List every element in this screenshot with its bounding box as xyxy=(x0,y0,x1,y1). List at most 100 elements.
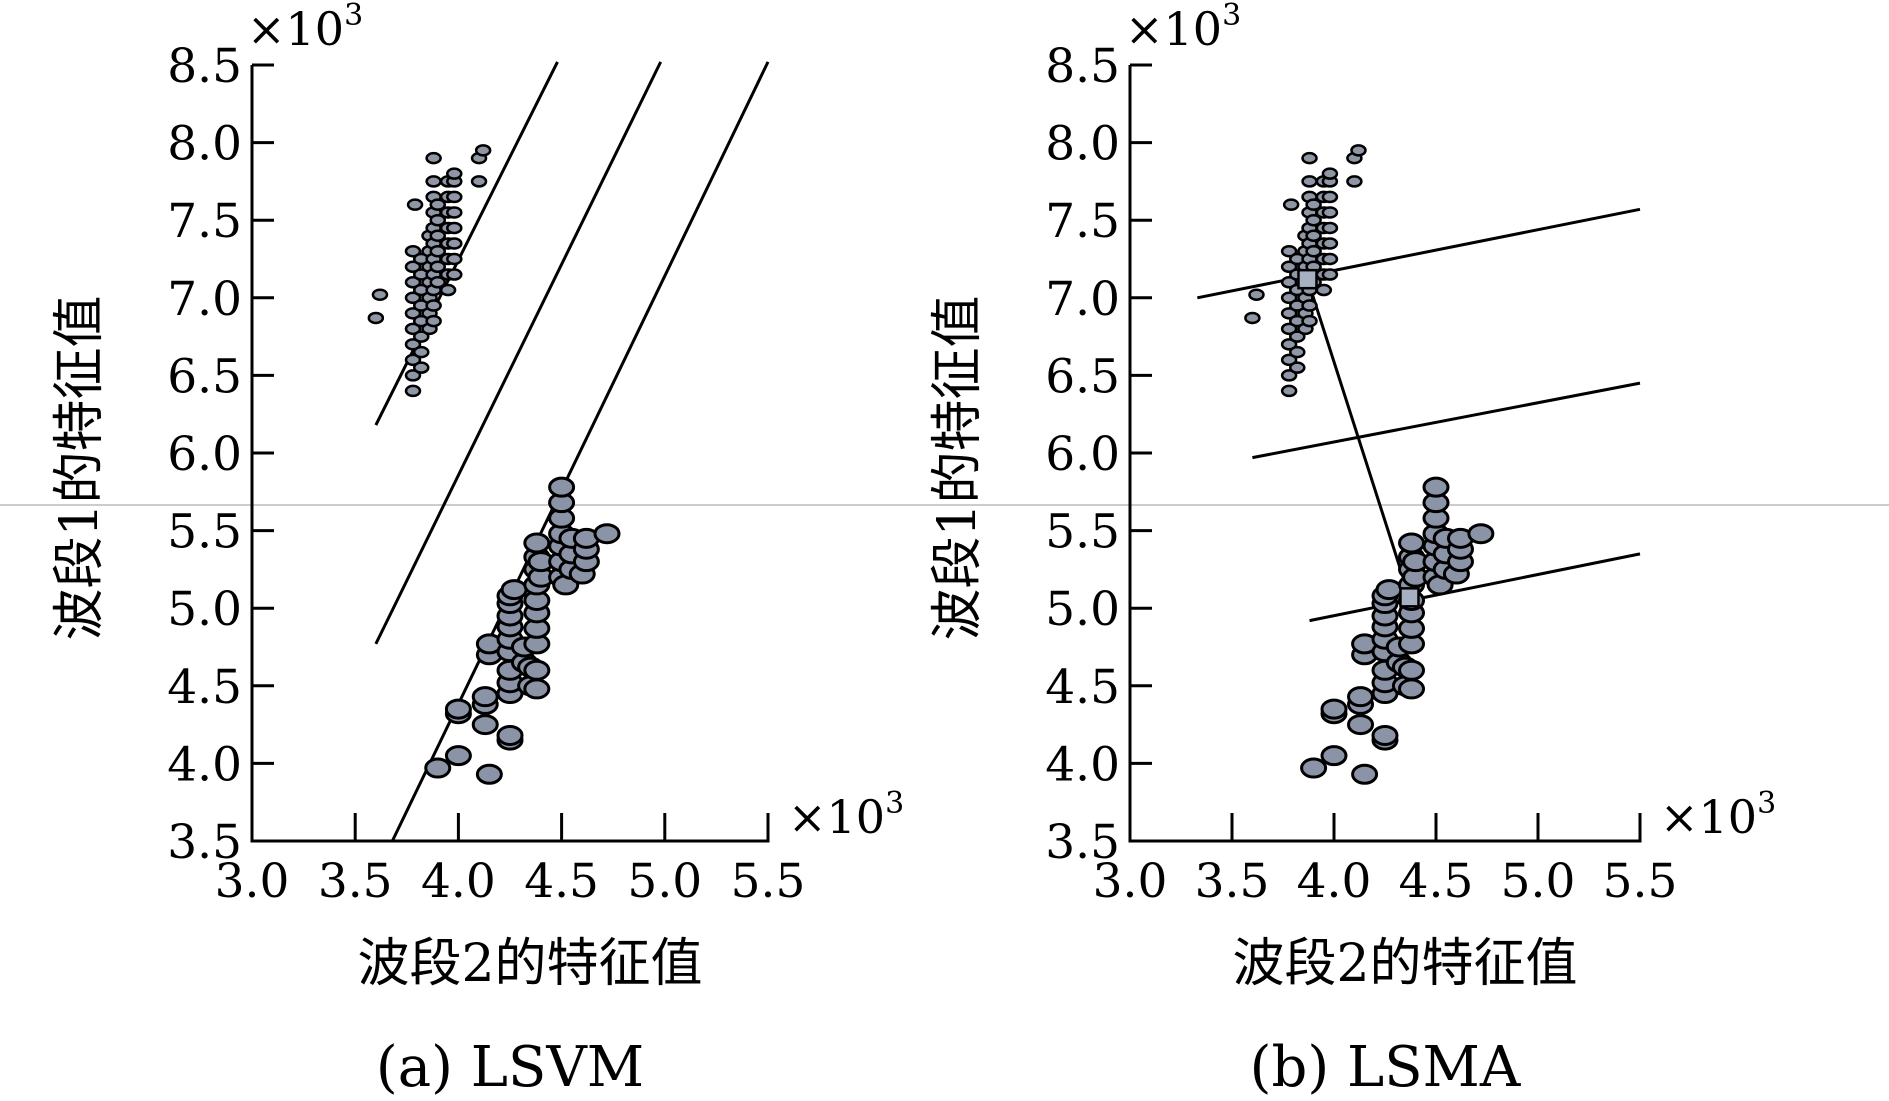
data-point-small xyxy=(1301,151,1318,165)
data-point-small xyxy=(1350,144,1367,157)
data-point-small xyxy=(429,198,447,211)
data-point-large xyxy=(1347,686,1375,708)
y-tick-label: 7.5 xyxy=(1045,194,1120,249)
data-point-small xyxy=(1301,314,1318,328)
x-multiplier: ×103 xyxy=(1660,786,1776,844)
fit-line xyxy=(1252,381,1641,460)
x-axis-label: 波段2的特征值 xyxy=(357,934,702,994)
data-point-large xyxy=(1320,698,1348,720)
data-point-large xyxy=(1398,659,1426,681)
data-point-small xyxy=(404,338,422,351)
endmember-square xyxy=(1399,587,1420,608)
fit-line xyxy=(1197,207,1641,300)
data-point-small xyxy=(404,260,422,274)
data-point-small xyxy=(446,167,463,180)
data-point-small xyxy=(1315,283,1333,297)
x-tick-label: 4.5 xyxy=(524,854,599,909)
data-point-large xyxy=(1347,714,1375,736)
data-point-small xyxy=(1280,369,1298,382)
data-point-large xyxy=(424,757,452,779)
y-tick-label: 5.5 xyxy=(167,505,242,560)
data-point-small xyxy=(1321,167,1339,180)
data-point-large xyxy=(1351,763,1379,785)
data-point-large xyxy=(548,476,576,498)
data-point-small xyxy=(404,353,422,367)
data-point-large xyxy=(1300,757,1328,779)
x-ticks: 3.0 3.5 4.0 4.5 5.0 5.5 xyxy=(1093,813,1678,909)
data-point-small xyxy=(1321,268,1339,281)
caption: (b) LSMA xyxy=(1250,1035,1521,1100)
data-point-large xyxy=(1371,724,1399,746)
x-tick-label: 5.5 xyxy=(1603,854,1678,909)
x-tick-label: 3.5 xyxy=(1195,854,1270,909)
y-multiplier: ×103 xyxy=(247,0,363,56)
data-point-small xyxy=(412,361,430,374)
data-point-large xyxy=(444,698,472,720)
data-point-small xyxy=(446,268,463,281)
x-axis-label: 波段2的特征值 xyxy=(1232,934,1577,994)
data-point-large xyxy=(1375,579,1403,601)
data-point-large xyxy=(496,724,524,746)
y-ticks: 3.5 4.0 4.5 5.0 5.5 6.0 6.5 7.0 7.5 8.0 8.5 xyxy=(167,39,274,870)
scatter-points xyxy=(1244,144,1495,785)
data-point-small xyxy=(429,276,447,289)
data-point-large xyxy=(1467,523,1495,545)
caption: (a) LSVM xyxy=(376,1035,644,1100)
data-point-small xyxy=(1244,311,1261,325)
data-point-small xyxy=(1280,260,1298,274)
x-tick-label: 3.0 xyxy=(215,854,290,909)
data-point-small xyxy=(404,384,422,398)
data-point-small xyxy=(404,307,422,320)
data-point-small xyxy=(1305,244,1322,258)
x-tick-label: 5.5 xyxy=(731,854,806,909)
data-point-small xyxy=(429,260,447,274)
data-point-small xyxy=(425,175,442,188)
data-point-small xyxy=(429,213,447,227)
data-point-small xyxy=(446,237,463,250)
data-point-large xyxy=(500,579,528,601)
data-point-large xyxy=(593,523,621,545)
endmember-square xyxy=(1297,268,1318,290)
y-tick-label: 7.0 xyxy=(167,272,242,327)
scatter-points xyxy=(367,144,621,785)
data-point-large xyxy=(523,678,551,700)
data-point-small xyxy=(1280,307,1298,320)
y-tick-label: 8.5 xyxy=(1045,39,1120,94)
x-ticks: 3.0 3.5 4.0 4.5 5.0 5.5 xyxy=(215,813,806,909)
data-point-small xyxy=(404,369,422,382)
data-point-large xyxy=(444,745,472,767)
data-point-small xyxy=(1305,198,1322,211)
data-point-small xyxy=(1346,175,1363,188)
fit-line xyxy=(1306,278,1411,598)
data-point-small xyxy=(1280,384,1298,398)
data-point-large xyxy=(471,714,499,736)
data-point-large xyxy=(1398,678,1426,700)
y-tick-label: 5.5 xyxy=(1045,505,1120,560)
data-point-large xyxy=(471,686,499,708)
data-point-small xyxy=(1321,252,1339,266)
y-tick-label: 3.5 xyxy=(1045,815,1120,870)
data-point-small xyxy=(1289,345,1306,359)
data-point-small xyxy=(1289,330,1306,343)
data-point-small xyxy=(425,151,442,165)
data-point-small xyxy=(367,311,385,325)
data-point-small xyxy=(474,144,492,157)
x-tick-label: 5.0 xyxy=(1501,854,1576,909)
mixing-lines xyxy=(1197,207,1641,623)
data-point-small xyxy=(1301,299,1318,312)
data-point-small xyxy=(1321,206,1339,219)
data-point-small xyxy=(1289,361,1306,374)
y-tick-label: 6.0 xyxy=(167,427,242,482)
panel-a: 3.0 3.5 4.0 4.5 5.0 5.5 3.54.04.55.05.56.06.5… xyxy=(50,0,904,1100)
data-point-small xyxy=(404,291,422,305)
data-point-small xyxy=(439,283,457,297)
y-ticks: 3.5 4.0 4.5 5.0 5.5 6.0 6.5 7.0 7.5 8.0 8.5 xyxy=(1045,39,1152,870)
data-point-small xyxy=(1305,229,1322,242)
y-tick-label: 7.0 xyxy=(1045,272,1120,327)
data-point-small xyxy=(1280,244,1298,258)
y-axis-label: 波段1的特征值 xyxy=(928,295,988,640)
y-multiplier: ×103 xyxy=(1125,0,1241,56)
data-point-small xyxy=(425,299,442,312)
data-point-small xyxy=(1321,190,1339,204)
y-tick-label: 8.5 xyxy=(167,39,242,94)
